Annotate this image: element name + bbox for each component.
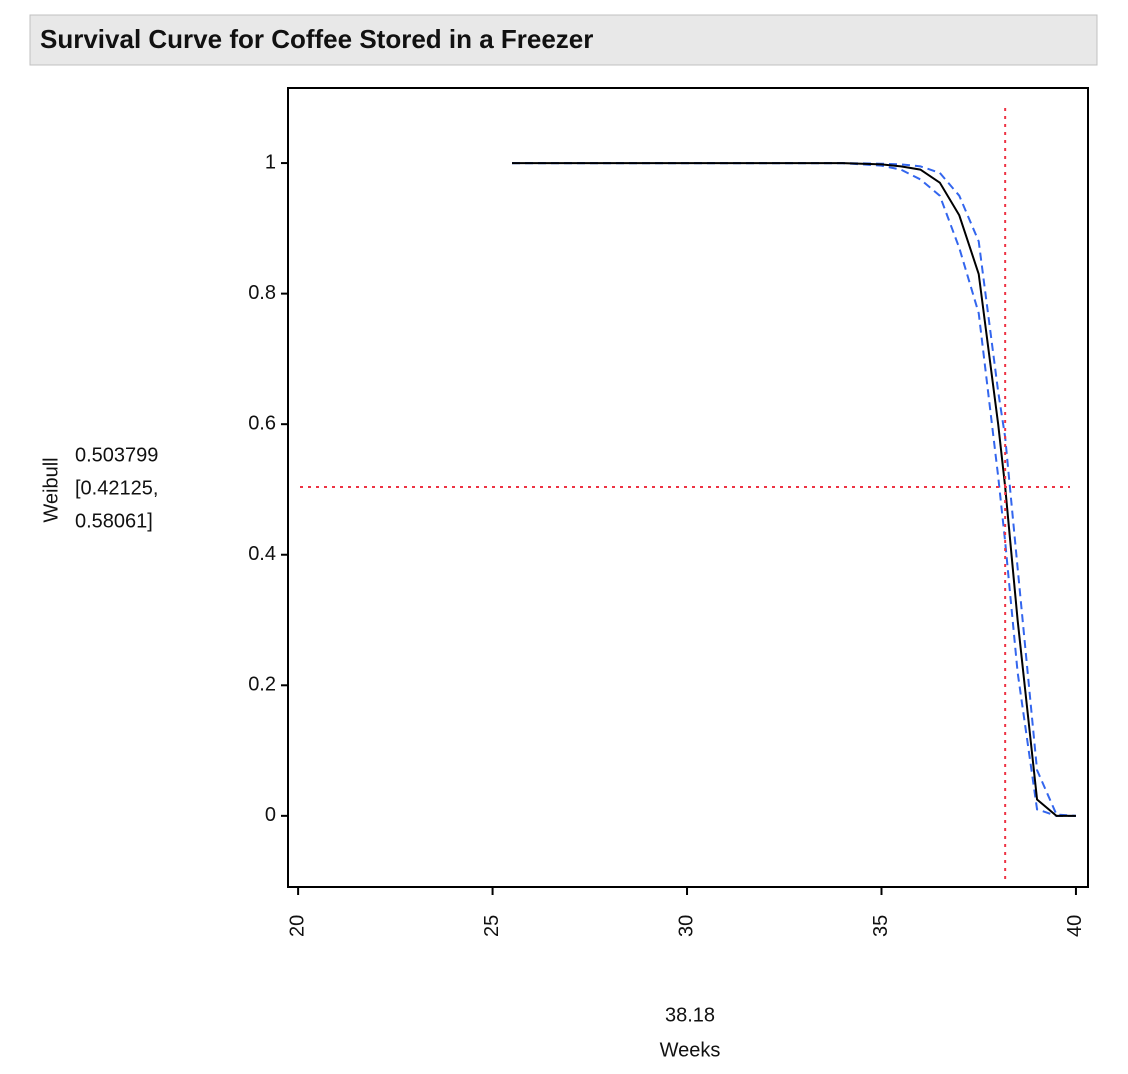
- title-bar: [29, 14, 1098, 66]
- x-tick-label: 25: [481, 915, 503, 937]
- chart-title: Survival Curve for Coffee Stored in a Fr…: [40, 24, 593, 54]
- y-tick-label: 0.8: [248, 282, 276, 304]
- x-axis-label: Weeks: [660, 1039, 721, 1061]
- y-tick-label: 0.2: [248, 674, 276, 696]
- y-interval-low: [0.42125,: [75, 477, 158, 499]
- y-axis-label: Weibull: [40, 457, 62, 522]
- x-tick-label: 35: [870, 915, 892, 937]
- x-tick-label: 40: [1064, 915, 1086, 937]
- survival-line: [512, 162, 1076, 817]
- x-tick-label: 30: [675, 915, 697, 937]
- plot-frame: [287, 87, 1089, 888]
- x-tick-label: 20: [286, 915, 308, 937]
- y-tick-label: 1: [265, 151, 276, 173]
- y-tick-label: 0.4: [248, 543, 276, 565]
- y-tick-label: 0: [265, 804, 276, 826]
- y-interval-high: 0.58061]: [75, 510, 153, 532]
- y-tick-label: 0.6: [248, 412, 276, 434]
- y-readout: 0.503799: [75, 444, 158, 466]
- x-readout: 38.18: [665, 1004, 715, 1026]
